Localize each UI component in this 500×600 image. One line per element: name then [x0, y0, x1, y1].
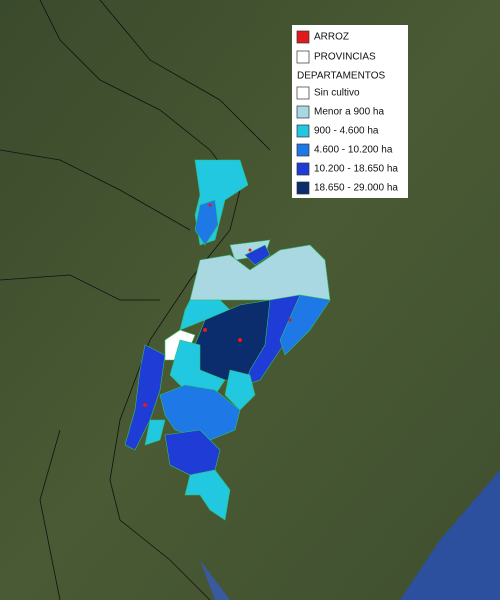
legend-label: Menor a 900 ha	[314, 107, 384, 118]
province-borders	[0, 0, 271, 600]
legend-label: 4.600 - 10.200 ha	[314, 145, 393, 156]
legend-swatch	[296, 143, 310, 157]
departments	[124, 159, 331, 521]
legend-swatch	[296, 50, 310, 64]
legend-swatch	[296, 181, 310, 195]
rice-spots	[143, 203, 292, 407]
legend-label: 10.200 - 18.650 ha	[314, 164, 398, 175]
legend-label: PROVINCIAS	[314, 52, 376, 63]
legend-label: 18.650 - 29.000 ha	[314, 183, 398, 194]
river	[200, 560, 230, 600]
river-estuary	[400, 470, 500, 600]
legend-swatch	[296, 86, 310, 100]
legend-swatch	[296, 162, 310, 176]
legend-label: Sin cultivo	[314, 88, 360, 99]
legend-box	[292, 25, 408, 198]
legend: ARROZ PROVINCIAS DEPARTAMENTOS Sin cultivo M…	[292, 25, 408, 198]
legend-swatch	[296, 30, 310, 44]
legend-heading: DEPARTAMENTOS	[297, 71, 385, 82]
legend-swatch	[296, 105, 310, 119]
legend-label: 900 - 4.600 ha	[314, 126, 379, 137]
legend-label: ARROZ	[314, 32, 349, 43]
legend-swatch	[296, 124, 310, 138]
